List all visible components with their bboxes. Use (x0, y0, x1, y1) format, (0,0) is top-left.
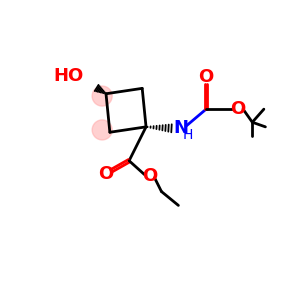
Text: H: H (182, 128, 193, 142)
Circle shape (92, 86, 112, 106)
Text: HO: HO (54, 67, 84, 85)
Text: N: N (173, 119, 188, 137)
Text: O: O (142, 167, 158, 185)
Circle shape (92, 120, 112, 140)
Text: O: O (230, 100, 245, 118)
Text: O: O (199, 68, 214, 86)
Text: O: O (98, 165, 114, 183)
